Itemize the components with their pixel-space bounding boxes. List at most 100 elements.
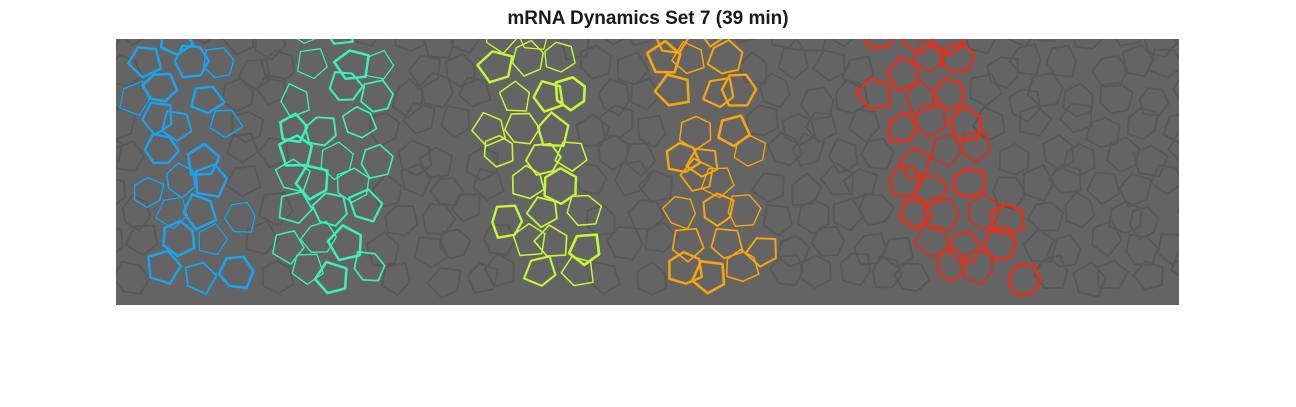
stripe-cell	[703, 39, 724, 48]
stripe-cell	[921, 197, 960, 231]
stripe-cell	[190, 85, 226, 115]
background-cell	[1022, 228, 1058, 263]
stripe-cell	[854, 77, 891, 110]
tissue-image-canvas	[116, 39, 1179, 305]
stripe-cell	[948, 104, 983, 142]
background-cell	[1147, 48, 1179, 79]
background-cell	[402, 101, 436, 135]
stripe-cell	[313, 260, 348, 295]
stripe-cell	[913, 225, 951, 258]
background-cell	[422, 202, 457, 235]
stripe-cell	[938, 41, 976, 74]
stripe-cell	[127, 46, 163, 79]
stripe-5	[854, 39, 1042, 296]
background-cell	[579, 44, 613, 80]
background-cell	[1018, 105, 1053, 137]
stripe-cell	[498, 80, 531, 112]
stripe-cell	[533, 224, 568, 257]
background-cell	[1045, 44, 1077, 78]
background-cell	[256, 74, 287, 106]
stripe-cell	[182, 192, 218, 231]
stripe-cell	[720, 73, 758, 107]
background-cell	[371, 172, 403, 209]
stripe-3	[471, 39, 603, 287]
background-cell	[597, 133, 632, 172]
background-cell	[1138, 87, 1170, 117]
stripe-cell	[953, 167, 986, 199]
stripe-cell	[668, 250, 704, 285]
stripe-cell	[223, 201, 256, 233]
background-cell	[418, 146, 454, 179]
stripe-cell	[365, 49, 395, 80]
background-cell	[1084, 116, 1121, 149]
background-cell	[819, 161, 855, 196]
stripe-cell	[353, 250, 386, 282]
background-cell	[365, 230, 400, 267]
stripe-cell	[702, 77, 735, 109]
stripe-cell	[291, 253, 324, 285]
figure-title: mRNA Dynamics Set 7 (39 min)	[507, 8, 789, 29]
stripe-cell	[341, 105, 378, 139]
stripe-cell	[360, 143, 394, 179]
background-cell	[571, 162, 608, 195]
tissue-image	[116, 39, 1179, 305]
background-cell	[1007, 39, 1033, 48]
stripe-cell	[685, 147, 719, 178]
background-cell	[419, 71, 455, 109]
stripe-cell	[671, 227, 705, 263]
stripe-cell	[968, 193, 1001, 232]
stripe-cell	[566, 194, 603, 227]
stripe-cell	[299, 220, 338, 253]
background-cell	[871, 254, 903, 289]
background-cell	[368, 111, 401, 148]
background-cell	[1126, 106, 1159, 141]
stripe-cell	[209, 109, 244, 139]
stripe-cell	[141, 72, 179, 103]
stripe-cell	[483, 134, 514, 168]
background-cell	[842, 168, 879, 200]
background-cell	[1086, 171, 1121, 206]
background-cell	[466, 262, 500, 294]
background-cell	[965, 39, 997, 55]
background-cell	[828, 39, 854, 48]
background-cell	[1170, 252, 1179, 277]
background-cell	[986, 56, 1019, 90]
stripe-cell	[958, 249, 993, 285]
background-cell	[799, 254, 832, 290]
background-cell	[1035, 39, 1057, 43]
background-cell	[1129, 205, 1160, 241]
background-cell	[880, 236, 915, 268]
background-cell	[971, 105, 1006, 142]
background-cell	[750, 172, 785, 203]
background-cell	[225, 132, 260, 164]
background-cell	[768, 254, 804, 287]
stripe-cell	[491, 204, 524, 239]
background-cell	[588, 260, 622, 296]
background-cell	[260, 49, 296, 83]
background-cell	[116, 178, 126, 206]
background-cell	[625, 142, 657, 178]
background-cell	[1118, 172, 1153, 208]
background-cell	[237, 58, 272, 93]
stripe-cell	[155, 196, 189, 230]
stripe-cell	[888, 165, 924, 197]
background-cell	[121, 194, 151, 232]
stripe-cell	[485, 39, 518, 55]
stripe-cell	[567, 233, 601, 267]
stripe-cell	[645, 39, 682, 74]
background-cell	[599, 104, 634, 139]
stripe-cell	[186, 142, 221, 176]
stripe-cell	[336, 167, 370, 204]
background-cell	[1157, 232, 1179, 266]
stripe-cell	[165, 162, 196, 199]
stripe-cell	[279, 112, 309, 144]
background-cell	[1007, 88, 1042, 124]
background-cell	[636, 260, 668, 296]
stripe-cell	[543, 166, 578, 206]
background-cell	[892, 262, 931, 292]
stripe-cell	[523, 255, 557, 287]
background-cell	[464, 146, 499, 182]
stripe-cell	[862, 39, 894, 50]
stripe-cell	[173, 44, 211, 79]
background-cell	[791, 132, 826, 167]
